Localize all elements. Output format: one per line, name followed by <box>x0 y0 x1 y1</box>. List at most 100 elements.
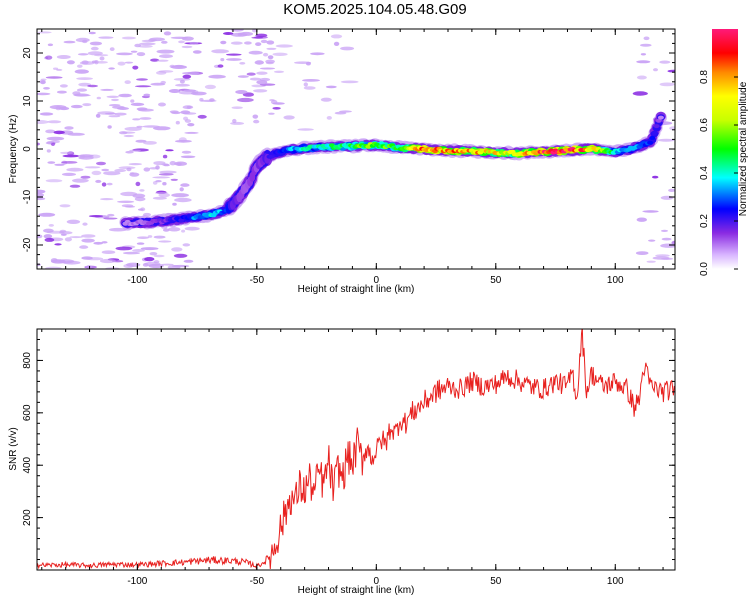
noise-blob <box>181 36 194 41</box>
noise-blob <box>189 41 199 45</box>
noise-blob <box>47 120 62 124</box>
noise-blob <box>253 89 268 93</box>
noise-blob <box>47 43 54 47</box>
trace-point <box>647 140 654 145</box>
bottom-y-axis-label: SNR (v/v) <box>8 427 19 470</box>
noise-blob <box>269 99 275 102</box>
colorbar-tick-label: 0.2 <box>699 214 710 228</box>
noise-blob <box>237 75 249 78</box>
noise-blob <box>242 92 254 97</box>
noise-blob <box>192 50 202 54</box>
noise-blob <box>179 187 184 192</box>
noise-blob <box>230 121 245 125</box>
noise-blob <box>37 142 40 146</box>
noise-blob <box>59 231 73 235</box>
noise-blob <box>162 182 167 186</box>
noise-blob <box>265 59 275 64</box>
noise-blob <box>158 193 170 198</box>
noise-blob <box>255 42 262 46</box>
noise-blob <box>176 162 182 166</box>
y-tick-label: 200 <box>22 509 33 526</box>
noise-blob <box>137 236 149 239</box>
noise-blob <box>161 263 174 266</box>
noise-blob <box>125 150 134 154</box>
noise-blob <box>660 195 674 200</box>
noise-blob <box>148 263 164 269</box>
noise-blob <box>220 40 227 45</box>
noise-blob <box>93 241 104 245</box>
noise-blob <box>91 170 102 176</box>
noise-blob <box>669 126 675 131</box>
noise-blob <box>132 249 145 252</box>
x-tick-label: -100 <box>127 576 147 587</box>
bottom-axis-ticks: -100 -50 0 50 100 200 400 600 800 <box>22 329 675 587</box>
noise-blob <box>180 155 196 159</box>
noise-blob <box>636 60 651 64</box>
trace-point <box>655 118 662 123</box>
noise-blob <box>101 241 108 244</box>
noise-blob <box>217 64 224 68</box>
noise-blob <box>128 163 142 166</box>
noise-blob <box>156 71 167 75</box>
noise-blob <box>175 83 190 87</box>
noise-blob <box>123 134 134 138</box>
x-tick-label: -100 <box>127 275 147 286</box>
noise-blob <box>333 41 340 47</box>
noise-blob <box>252 29 258 33</box>
noise-blob <box>59 84 68 88</box>
noise-blob <box>168 89 181 93</box>
noise-blob <box>253 119 260 124</box>
noise-blob <box>646 260 656 263</box>
noise-blob <box>109 227 127 232</box>
x-tick-label: 100 <box>607 275 624 286</box>
noise-blob <box>115 246 133 251</box>
chart-title: KOM5.2025.104.05.48.G09 <box>283 1 467 18</box>
noise-blob <box>160 80 166 85</box>
noise-blob <box>80 175 91 179</box>
noise-blob <box>223 32 234 35</box>
noise-blob <box>129 172 135 175</box>
noise-blob <box>136 242 145 245</box>
noise-blob <box>76 77 93 80</box>
noise-blob <box>138 45 153 48</box>
noise-blob <box>161 40 168 44</box>
noise-blob <box>45 179 63 183</box>
noise-blob <box>171 247 183 252</box>
noise-blob <box>283 115 295 120</box>
noise-blob <box>124 61 134 64</box>
noise-blob <box>339 110 352 113</box>
noise-blob <box>175 120 180 125</box>
noise-blob <box>82 222 88 226</box>
noise-blob <box>266 40 275 45</box>
noise-blob <box>46 136 65 141</box>
y-tick-label: 400 <box>22 456 33 473</box>
noise-blob <box>100 198 114 201</box>
noise-blob <box>130 102 145 106</box>
noise-blob <box>60 233 67 236</box>
noise-blob <box>143 167 151 172</box>
noise-blob <box>325 85 337 89</box>
noise-blob <box>330 34 343 39</box>
noise-blob <box>156 49 175 54</box>
noise-blob <box>96 161 106 166</box>
noise-blob <box>40 78 47 81</box>
noise-blob <box>37 197 46 201</box>
y-tick-label: 10 <box>22 95 33 107</box>
noise-blob <box>53 130 65 135</box>
noise-blob <box>137 208 144 211</box>
noise-blob <box>95 113 101 118</box>
colorbar-tick-label: 0.8 <box>699 70 710 84</box>
noise-blob <box>652 175 659 179</box>
noise-blob <box>81 234 96 238</box>
noise-blob <box>163 228 170 232</box>
colorbar-gradient <box>712 29 738 269</box>
noise-blob <box>97 111 115 115</box>
noise-blob <box>340 46 355 51</box>
trace-point <box>657 115 664 120</box>
noise-blob <box>45 129 56 134</box>
noise-blob <box>161 163 169 166</box>
x-tick-label: 50 <box>490 275 502 286</box>
noise-blob <box>636 217 647 222</box>
x-tick-label: 0 <box>374 576 380 587</box>
noise-blob <box>143 141 157 145</box>
